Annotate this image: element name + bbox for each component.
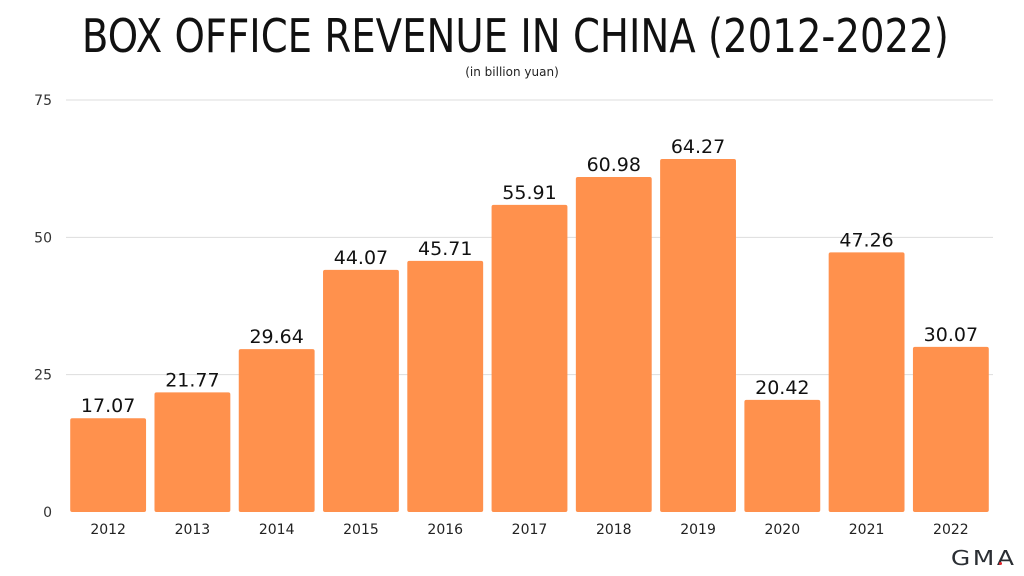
x-tick-label: 2020 — [764, 522, 800, 538]
bar — [575, 177, 652, 512]
x-tick-label: 2013 — [175, 522, 211, 538]
x-tick-label: 2022 — [933, 522, 969, 538]
gma-logo: GMA — [950, 546, 1016, 570]
bar — [70, 418, 147, 512]
chart-subtitle: (in billion yuan) — [465, 65, 559, 79]
x-tick-label: 2019 — [680, 522, 716, 538]
y-tick-label: 75 — [34, 93, 52, 109]
y-tick-label: 25 — [34, 368, 52, 384]
data-label: 21.77 — [165, 369, 219, 391]
y-tick-label: 50 — [34, 230, 52, 246]
logo-dot — [999, 562, 1002, 565]
data-label: 64.27 — [671, 136, 725, 158]
x-tick-label: 2021 — [849, 522, 885, 538]
data-label: 55.91 — [502, 182, 556, 204]
bar — [828, 252, 905, 512]
data-label: 30.07 — [924, 324, 978, 346]
bar — [491, 204, 568, 512]
bar — [154, 392, 231, 512]
x-tick-label: 2017 — [512, 522, 548, 538]
x-tick-label: 2014 — [259, 522, 295, 538]
bar — [238, 349, 315, 512]
bar — [660, 158, 736, 512]
bar — [912, 346, 989, 512]
x-tick-label: 2016 — [427, 522, 463, 538]
bar — [407, 260, 484, 512]
bar — [323, 269, 399, 512]
x-tick-label: 2015 — [343, 522, 379, 538]
data-label: 47.26 — [839, 229, 893, 251]
chart-title: BOX OFFICE REVENUE IN CHINA (2012-2022) — [81, 9, 949, 63]
bar — [744, 399, 821, 512]
x-tick-label: 2012 — [90, 522, 126, 538]
data-label: 44.07 — [334, 247, 388, 269]
data-label: 45.71 — [418, 238, 472, 260]
data-label: 17.07 — [81, 395, 135, 417]
y-tick-label: 0 — [43, 505, 52, 521]
data-label: 60.98 — [587, 154, 641, 176]
data-label: 20.42 — [755, 377, 809, 399]
x-tick-label: 2018 — [596, 522, 632, 538]
data-label: 29.64 — [249, 326, 303, 348]
